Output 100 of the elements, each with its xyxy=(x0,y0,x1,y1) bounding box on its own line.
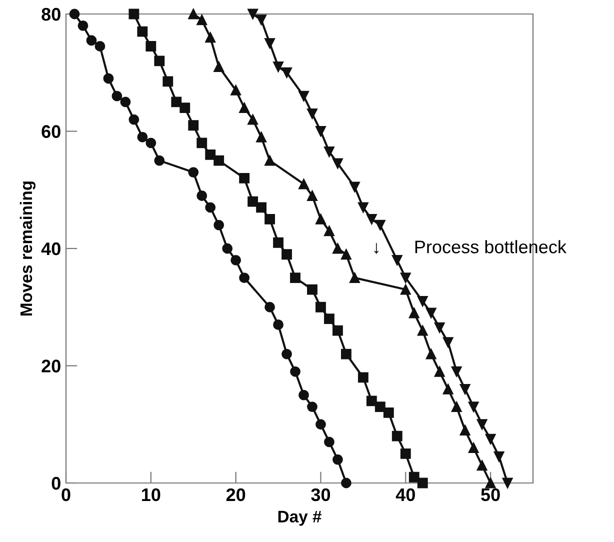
point xyxy=(307,402,318,412)
point xyxy=(494,451,504,462)
point xyxy=(239,102,250,114)
point xyxy=(196,190,208,201)
point xyxy=(298,178,309,190)
point xyxy=(298,390,309,400)
x-tick-label: 0 xyxy=(62,488,70,502)
point xyxy=(408,308,420,318)
point xyxy=(282,249,292,260)
annotation: ↓ xyxy=(374,243,379,254)
point xyxy=(171,96,182,108)
point xyxy=(400,448,411,459)
point xyxy=(392,255,402,266)
x-tick-label: 50 xyxy=(481,488,500,502)
point xyxy=(205,149,216,160)
point xyxy=(214,220,224,230)
point xyxy=(239,172,250,184)
point xyxy=(332,158,343,169)
point xyxy=(374,220,386,230)
point xyxy=(502,478,513,488)
point xyxy=(282,348,292,360)
point xyxy=(316,126,326,136)
point xyxy=(273,320,284,330)
point xyxy=(248,114,258,125)
point xyxy=(196,138,208,148)
point xyxy=(316,214,326,224)
point xyxy=(222,243,233,254)
point xyxy=(214,62,224,72)
point xyxy=(400,272,411,284)
point xyxy=(205,32,216,43)
point xyxy=(137,26,148,37)
y-axis-title: Moves remaining xyxy=(20,182,36,316)
point xyxy=(298,90,309,102)
point xyxy=(146,41,156,52)
x-tick-label: 10 xyxy=(142,488,160,502)
point xyxy=(273,237,284,248)
point xyxy=(264,214,275,224)
point xyxy=(426,348,436,360)
point xyxy=(442,384,454,394)
x-tick-label: 30 xyxy=(311,488,330,502)
point xyxy=(264,302,275,312)
point xyxy=(324,436,334,448)
point xyxy=(78,20,88,31)
point xyxy=(146,138,156,148)
point xyxy=(485,434,496,444)
point xyxy=(434,322,445,333)
point xyxy=(128,114,140,125)
y-tick-label: 20 xyxy=(42,360,60,372)
point xyxy=(349,182,360,192)
point xyxy=(316,419,326,430)
point xyxy=(103,73,114,84)
point xyxy=(358,372,368,383)
point xyxy=(460,384,470,394)
point xyxy=(307,108,318,119)
point xyxy=(154,155,165,166)
x-tick-label: 40 xyxy=(396,488,415,502)
point xyxy=(188,8,199,20)
point xyxy=(256,132,266,142)
point xyxy=(248,196,258,207)
y-tick-label: 0 xyxy=(52,476,60,490)
point xyxy=(86,35,97,46)
point xyxy=(120,96,131,108)
y-tick-label: 60 xyxy=(42,125,60,138)
point xyxy=(180,102,190,114)
point xyxy=(485,478,496,488)
x-axis-title: Day # xyxy=(278,510,322,526)
point xyxy=(69,8,80,20)
point xyxy=(358,202,368,213)
point xyxy=(324,314,334,324)
point xyxy=(282,67,292,78)
point xyxy=(248,8,258,20)
point xyxy=(366,396,377,406)
point xyxy=(349,272,360,284)
point xyxy=(307,284,318,295)
point xyxy=(264,155,275,166)
point xyxy=(205,202,216,213)
point xyxy=(417,296,428,306)
point xyxy=(264,38,275,49)
point xyxy=(290,366,300,377)
point xyxy=(214,155,224,166)
point xyxy=(256,202,266,213)
point xyxy=(366,214,377,224)
point xyxy=(434,366,445,377)
point xyxy=(324,146,334,157)
point xyxy=(468,442,479,454)
point xyxy=(290,272,300,284)
point xyxy=(112,90,122,102)
point xyxy=(451,402,462,412)
point xyxy=(239,272,250,284)
point xyxy=(426,308,436,318)
point xyxy=(230,85,242,96)
point xyxy=(460,425,470,436)
point xyxy=(154,56,165,66)
point xyxy=(324,226,334,236)
point xyxy=(307,190,318,201)
point xyxy=(468,402,479,412)
y-tick-label: 80 xyxy=(42,8,60,21)
point xyxy=(374,402,386,412)
point xyxy=(273,62,284,72)
point xyxy=(476,460,488,471)
